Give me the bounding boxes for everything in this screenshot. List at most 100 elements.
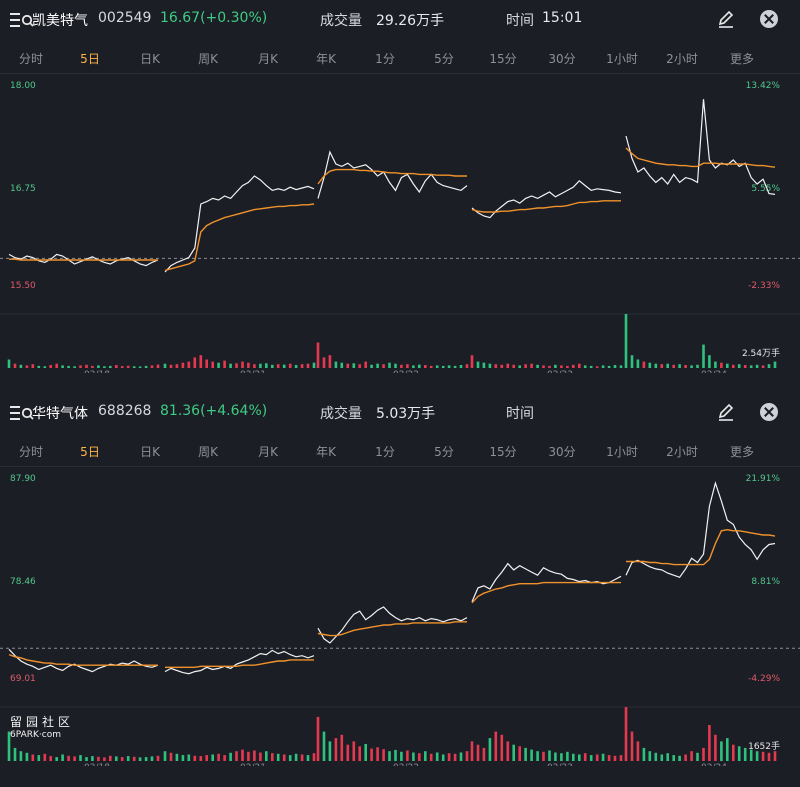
volume-bar [749, 365, 753, 368]
tab-9[interactable]: 30分 [548, 445, 576, 459]
volume-bar [388, 362, 391, 368]
tab-1[interactable]: 5日 [80, 445, 100, 459]
volume-bar [394, 749, 397, 761]
volume-bar [530, 749, 533, 761]
volume-bar [566, 751, 569, 761]
tab-1[interactable]: 5日 [80, 52, 100, 66]
volume-bar [613, 365, 617, 368]
volume-bar [524, 747, 527, 761]
price-line [317, 150, 468, 199]
tab-12[interactable]: 更多 [729, 445, 755, 459]
tab-0[interactable]: 分时 [18, 52, 44, 66]
avg-price-line [165, 659, 314, 669]
volume-bar [19, 751, 23, 761]
volume-bar [494, 731, 498, 761]
tab-10[interactable]: 1小时 [606, 445, 638, 459]
volume-bar [506, 741, 510, 761]
tab-4[interactable]: 月K [258, 52, 278, 66]
avg-price-line [471, 200, 621, 213]
volume-bar [120, 366, 124, 368]
volume-bar [247, 751, 250, 761]
volume-bar [163, 751, 167, 761]
volume-bar [773, 361, 777, 368]
menu-icon[interactable] [10, 12, 36, 28]
volume-bar [583, 753, 587, 761]
tab-6[interactable]: 1分 [375, 445, 395, 459]
volume-bar [312, 362, 316, 368]
tab-7[interactable]: 5分 [434, 52, 454, 66]
volume-bar [589, 755, 593, 761]
tab-6[interactable]: 1分 [375, 52, 395, 66]
volume-bar [370, 364, 373, 368]
volume-bar [654, 752, 658, 761]
volume-bar [583, 365, 587, 368]
tab-4[interactable]: 月K [258, 445, 278, 459]
watermark-logo: 留园社区 6PARK·com [10, 716, 74, 742]
avg-price-line [9, 258, 158, 261]
volume-bar [589, 365, 593, 368]
volume-bar [512, 364, 515, 368]
volume-bar [749, 749, 753, 761]
volume-bar [690, 751, 693, 761]
tab-0[interactable]: 分时 [18, 445, 44, 459]
pct-tick-label: 8.81% [751, 577, 780, 587]
volume-bar [103, 366, 106, 368]
volume-bar [465, 751, 469, 761]
volume-bar [708, 725, 711, 761]
volume-bar [31, 754, 35, 761]
watermark-line1: 留园社区 [10, 715, 75, 729]
date-label: 02/21 [240, 763, 266, 766]
volume-bar [346, 363, 350, 368]
pct-tick-label: -4.29% [748, 674, 780, 684]
volume-bar [607, 365, 611, 368]
menu-icon[interactable] [10, 405, 36, 421]
y-tick-label: 69.01 [10, 674, 36, 684]
tab-8[interactable]: 15分 [489, 445, 517, 459]
tab-2[interactable]: 日K [140, 52, 160, 66]
edit-icon[interactable] [716, 402, 736, 422]
close-icon[interactable] [760, 10, 778, 28]
tab-10[interactable]: 1小时 [606, 52, 638, 66]
tab-8[interactable]: 15分 [489, 52, 517, 66]
volume-bar [536, 751, 539, 761]
volume-bar [388, 751, 391, 761]
tab-3[interactable]: 周K [198, 52, 218, 66]
tab-2[interactable]: 日K [140, 445, 160, 459]
tab-11[interactable]: 2小时 [666, 445, 698, 459]
volume-bar [737, 746, 741, 761]
tab-11[interactable]: 2小时 [666, 52, 698, 66]
volume-bar [607, 755, 611, 761]
volume-bar [624, 707, 628, 761]
volume-bar [761, 751, 765, 761]
tab-7[interactable]: 5分 [434, 445, 454, 459]
volume-bar [265, 363, 268, 368]
volume-bar [138, 366, 142, 368]
tab-12[interactable]: 更多 [729, 52, 755, 66]
volume-bar [67, 365, 70, 368]
y-tick-label: 18.00 [10, 81, 36, 91]
volume-bar [482, 747, 486, 761]
volume-bar [518, 365, 521, 368]
volume-bar [435, 365, 439, 368]
tab-5[interactable]: 年K [316, 445, 336, 459]
volume-bar [288, 755, 292, 761]
volume-bar [352, 363, 356, 368]
volume-bar [572, 364, 575, 368]
tab-9[interactable]: 30分 [548, 52, 576, 66]
intraday-chart: 18.00 16.75 15.50 13.42% 5.55% -2.33% 2.54万手 02… [0, 81, 800, 373]
volume-bar [435, 752, 439, 761]
edit-icon[interactable] [716, 9, 736, 29]
time-label: 时间 [506, 13, 534, 29]
volume-bar [429, 365, 433, 368]
tab-3[interactable]: 周K [198, 445, 218, 459]
time-value: 15:01 [542, 10, 583, 26]
volume-bar [193, 357, 197, 368]
volume-bar [370, 748, 373, 761]
close-icon[interactable] [760, 403, 778, 421]
stock-name: 华特气体 [32, 406, 88, 422]
volume-bar [282, 754, 286, 761]
tab-5[interactable]: 年K [316, 52, 336, 66]
volume-bar [156, 755, 160, 761]
volume-bar [294, 365, 298, 368]
stock-price-change: 81.36(+4.64%) [160, 403, 268, 419]
